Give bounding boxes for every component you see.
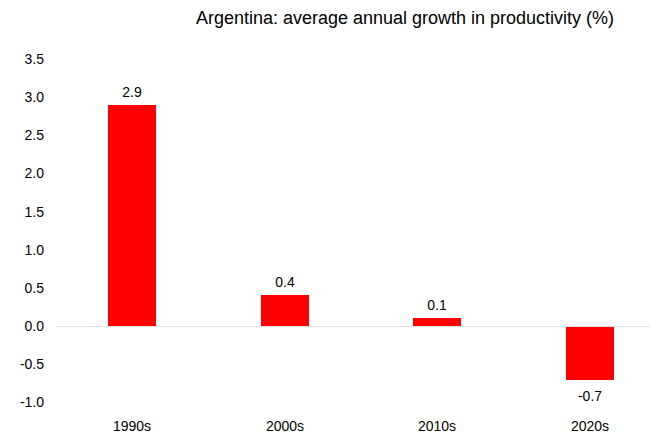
bar-2000s [261, 295, 309, 326]
y-tick-label: 3.0 [0, 88, 44, 106]
y-tick-label: 1.5 [0, 203, 44, 221]
x-category-label-2000s: 2000s [245, 417, 325, 435]
data-label-2000s: 0.4 [245, 273, 325, 291]
bar-1990s [108, 105, 156, 326]
y-tick-label: 3.5 [0, 50, 44, 68]
y-tick-label: -0.5 [0, 355, 44, 373]
zero-axis-line [57, 326, 650, 327]
y-tick-label: 2.5 [0, 126, 44, 144]
x-category-label-1990s: 1990s [92, 417, 172, 435]
data-label-2010s: 0.1 [397, 296, 477, 314]
productivity-bar-chart: Argentina: average annual growth in prod… [0, 0, 650, 443]
y-tick-label: 2.0 [0, 164, 44, 182]
x-category-label-2010s: 2010s [397, 417, 477, 435]
bar-2010s [413, 318, 461, 326]
y-tick-label: 0.0 [0, 317, 44, 335]
y-tick-label: 0.5 [0, 279, 44, 297]
bar-2020s [566, 327, 614, 380]
y-tick-label: 1.0 [0, 241, 44, 259]
x-category-label-2020s: 2020s [550, 417, 630, 435]
y-tick-label: -1.0 [0, 393, 44, 411]
data-label-2020s: -0.7 [550, 387, 630, 405]
data-label-1990s: 2.9 [92, 83, 172, 101]
chart-title: Argentina: average annual growth in prod… [196, 8, 614, 29]
